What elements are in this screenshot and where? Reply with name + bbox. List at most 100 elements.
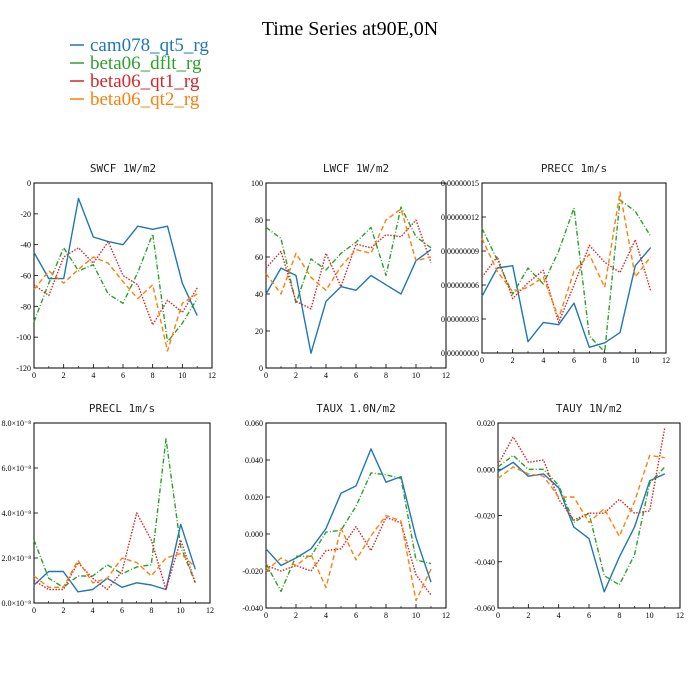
x-tick-label: 8: [151, 371, 155, 380]
series-line-beta06_qt1_rg: [481, 238, 652, 324]
y-tick-label: 0.060: [245, 419, 263, 428]
y-tick-label: 0.00000006: [441, 281, 479, 290]
y-tick-label: 0.000: [477, 465, 495, 474]
y-tick-label: -0.020: [242, 567, 263, 576]
x-tick-label: 4: [541, 356, 545, 365]
x-tick-label: 8: [384, 611, 388, 620]
x-tick-label: 10: [412, 611, 420, 620]
y-tick-label: -80: [20, 302, 31, 311]
plot-frame: [33, 182, 213, 369]
series-line-beta06_qt2_rg: [497, 454, 665, 537]
y-tick-label: 0.00000015: [441, 179, 479, 188]
series-line-cam078_qt5_rg: [33, 523, 196, 593]
y-tick-label: 0.00000009: [441, 247, 479, 256]
x-tick-label: 10: [646, 611, 654, 620]
panel-4: TAUX 1.0N/m2 0 2 4 6 8 10 12 -0.040 -0.020 0.000 0.…: [242, 402, 450, 620]
legend-label: cam078_qt5_rg: [90, 35, 209, 56]
plot-frame: [265, 422, 447, 609]
series-line-beta06_qt2_rg: [481, 191, 652, 319]
x-tick-label: 8: [149, 606, 153, 615]
x-tick-label: 10: [631, 356, 639, 365]
x-tick-label: 12: [676, 611, 684, 620]
y-tick-label: 0.00000012: [441, 213, 479, 222]
x-tick-label: 6: [587, 611, 591, 620]
panel-1: LWCF 1W/m2 0 2 4 6 8 10 12 0 20 40 60 80 100: [251, 162, 450, 380]
panel-3: PRECL 1m/s 0 2 4 6 8 10 12 0.0×10⁻⁸ 2.0×10⁻⁸ 4.0×1…: [1, 402, 214, 615]
x-tick-label: 2: [294, 611, 298, 620]
x-tick-label: 8: [617, 611, 621, 620]
y-tick-label: 40: [255, 290, 263, 299]
y-tick-label: 80: [255, 216, 263, 225]
x-tick-label: 4: [91, 371, 95, 380]
x-tick-label: 4: [324, 371, 328, 380]
x-tick-label: 12: [206, 606, 214, 615]
x-tick-label: 6: [572, 356, 576, 365]
x-tick-label: 10: [177, 606, 185, 615]
legend-label: beta06_qt2_rg: [90, 89, 200, 110]
y-tick-label: -0.040: [474, 558, 495, 567]
series-line-beta06_qt2_rg: [265, 208, 432, 295]
panel-5: TAUY 1N/m2 0 2 4 6 8 10 12 -0.060 -0.040 -0.020 0.0…: [474, 402, 684, 620]
series-line-cam078_qt5_rg: [265, 448, 432, 583]
y-tick-label: -120: [16, 364, 31, 373]
series-line-beta06_qt2_rg: [33, 552, 196, 588]
x-tick-label: 10: [412, 371, 420, 380]
series-line-beta06_dflt_rg: [497, 454, 666, 586]
y-tick-label: -60: [20, 272, 31, 281]
chart-panels: SWCF 1W/m2 0 2 4 6 8 10 12 -120 -100 -80 -60 -40 -20 0…: [1, 162, 684, 620]
series-line-cam078_qt5_rg: [497, 461, 666, 593]
y-tick-label: 0.000: [245, 530, 263, 539]
y-tick-label: 2.0×10⁻⁸: [1, 554, 31, 563]
series-line-beta06_qt1_rg: [265, 219, 432, 310]
y-tick-label: -0.060: [474, 604, 495, 613]
plot-frame: [497, 422, 681, 609]
plot-frame: [265, 182, 447, 369]
y-tick-label: 100: [251, 179, 263, 188]
y-tick-label: 0.00000003: [441, 315, 479, 324]
y-tick-label: 0: [27, 179, 31, 188]
x-tick-label: 8: [603, 356, 607, 365]
x-tick-label: 0: [32, 606, 36, 615]
x-tick-label: 2: [61, 606, 65, 615]
series-line-beta06_dflt_rg: [33, 233, 198, 343]
panel-2: PRECC 1m/s 0 2 4 6 8 10 12 0.00000000 0.00000003 0…: [441, 162, 670, 365]
y-tick-label: 20: [255, 327, 263, 336]
y-tick-label: 60: [255, 253, 263, 262]
series-line-beta06_qt1_rg: [265, 516, 432, 596]
x-tick-label: 6: [354, 371, 358, 380]
y-tick-label: -0.020: [474, 512, 495, 521]
x-tick-label: 12: [662, 356, 670, 365]
panel-title: TAUX 1.0N/m2: [316, 402, 395, 415]
x-tick-label: 0: [480, 356, 484, 365]
x-tick-label: 12: [208, 371, 216, 380]
series-line-beta06_qt1_rg: [33, 240, 198, 326]
series-line-beta06_qt2_rg: [265, 514, 432, 602]
series-line-beta06_dflt_rg: [265, 472, 432, 593]
y-tick-label: 4.0×10⁻⁸: [1, 509, 31, 518]
x-tick-label: 12: [442, 611, 450, 620]
panel-title: LWCF 1W/m2: [323, 162, 389, 175]
x-tick-label: 0: [264, 371, 268, 380]
y-tick-label: 0: [259, 364, 263, 373]
x-tick-label: 6: [121, 371, 125, 380]
y-tick-label: 0.0×10⁻⁸: [1, 599, 31, 608]
x-tick-label: 8: [384, 371, 388, 380]
y-tick-label: -20: [20, 210, 31, 219]
legend: cam078_qt5_rgbeta06_dflt_rgbeta06_qt1_rg…: [70, 35, 209, 110]
y-tick-label: 0.020: [245, 493, 263, 502]
y-tick-label: 6.0×10⁻⁸: [1, 464, 31, 473]
series-line-beta06_qt1_rg: [497, 427, 666, 521]
series-line-cam078_qt5_rg: [481, 247, 652, 348]
series-line-cam078_qt5_rg: [265, 249, 432, 354]
panel-0: SWCF 1W/m2 0 2 4 6 8 10 12 -120 -100 -80 -60 -40 -20 0: [16, 162, 216, 380]
y-tick-label: -40: [20, 241, 31, 250]
series-line-beta06_qt1_rg: [33, 512, 196, 591]
x-tick-label: 0: [496, 611, 500, 620]
panel-title: TAUY 1N/m2: [556, 402, 622, 415]
y-tick-label: 0.00000000: [441, 349, 479, 358]
y-tick-label: 8.0×10⁻⁸: [1, 419, 31, 428]
x-tick-label: 6: [354, 611, 358, 620]
legend-label: beta06_qt1_rg: [90, 71, 200, 92]
series-line-beta06_dflt_rg: [481, 199, 652, 353]
x-tick-label: 10: [178, 371, 186, 380]
